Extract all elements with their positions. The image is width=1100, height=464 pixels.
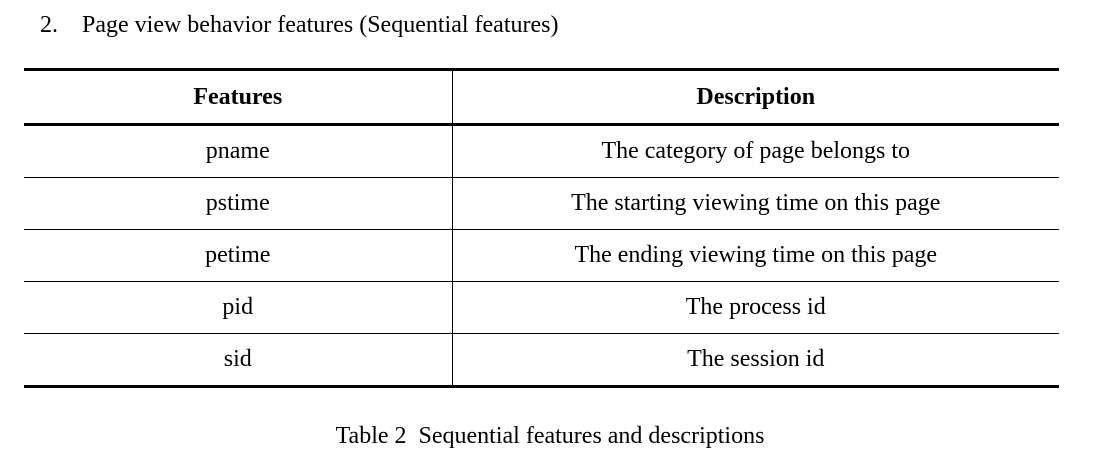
feature-name-cell: pid (24, 281, 453, 334)
table-row: pstime The starting viewing time on this… (24, 177, 1059, 230)
table-row: petime The ending viewing time on this p… (24, 229, 1059, 282)
section-heading: 2. Page view behavior features (Sequentia… (40, 9, 558, 41)
table-row: sid The session id (24, 333, 1059, 388)
header-description: Description (452, 68, 1059, 126)
feature-name-cell: sid (24, 333, 453, 388)
section-number: 2. (40, 12, 58, 38)
feature-description-cell: The category of page belongs to (452, 124, 1059, 178)
table-caption: Table 2 Sequential features and descript… (335, 423, 765, 449)
feature-description-cell: The session id (452, 333, 1059, 388)
header-features: Features (24, 68, 453, 126)
feature-name-cell: petime (24, 229, 453, 282)
feature-description-cell: The starting viewing time on this page (452, 177, 1059, 230)
feature-name-cell: pname (24, 124, 453, 178)
feature-description-cell: The ending viewing time on this page (452, 229, 1059, 282)
table-row: pname The category of page belongs to (24, 124, 1059, 178)
table-row: pid The process id (24, 281, 1059, 334)
table-header-row: Features Description (24, 68, 1059, 126)
feature-description-cell: The process id (452, 281, 1059, 334)
section-title: Page view behavior features (Sequential … (82, 12, 559, 38)
features-table: Features Description pname The category … (24, 68, 1059, 388)
feature-name-cell: pstime (24, 177, 453, 230)
